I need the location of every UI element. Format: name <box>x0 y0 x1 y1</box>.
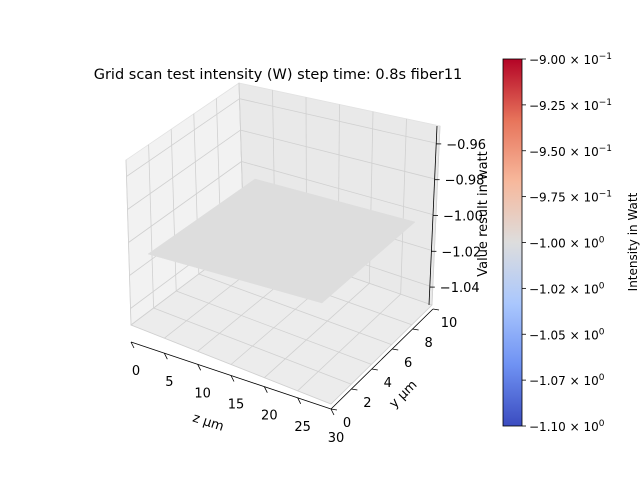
colorbar-label: Intensity in Watt <box>626 192 640 291</box>
x-tick-label: 15 <box>228 398 245 413</box>
colorbar: −9.00 × 10−1 −9.25 × 10−1 −9.50 × 10−1 −9.7… <box>502 52 640 434</box>
colorbar-tick-label: −9.00 × 10−1 <box>529 52 612 67</box>
colorbar-tick-label: −1.05 × 100 <box>529 327 605 342</box>
x-tick-mark <box>130 341 135 349</box>
x-axis-ticks: 0 5 10 15 20 25 30 <box>130 341 345 446</box>
x-tick-label: 20 <box>261 409 278 424</box>
grid-line <box>153 307 352 385</box>
grid-line <box>128 161 242 243</box>
grid-line <box>126 98 240 177</box>
y-tick-label: 10 <box>441 316 458 331</box>
colorbar-tick-label: −1.02 × 100 <box>529 281 605 296</box>
axes-3d <box>125 82 441 410</box>
z-axis-label: Value result in watt <box>476 151 491 277</box>
y-tick-mark <box>432 308 440 311</box>
x-tick-label: 0 <box>132 364 140 379</box>
grid-line <box>130 324 332 405</box>
grid-line <box>198 273 392 345</box>
grid-line <box>264 283 370 378</box>
z-tick-label: −1.00 <box>443 210 483 225</box>
y-axis-line <box>330 308 434 410</box>
y-tick-label: 4 <box>384 376 392 391</box>
x-axis-label: z µm <box>191 411 226 435</box>
z-tick-label: −1.02 <box>441 245 481 260</box>
grid-line <box>330 304 433 405</box>
grid-line <box>240 129 438 181</box>
grid-line <box>241 161 437 216</box>
y-tick-label: 8 <box>424 336 432 351</box>
colorbar-tick-label: −1.10 × 100 <box>529 419 605 434</box>
surface-plane <box>147 178 416 304</box>
y-tick-mark <box>392 348 399 351</box>
z-tick-label: −0.96 <box>446 138 486 153</box>
grid-line <box>297 293 401 392</box>
grid-line <box>176 290 372 365</box>
z-tick-label: −0.98 <box>445 174 485 189</box>
x-tick-label: 10 <box>194 386 211 401</box>
colorbar-tick-label: −9.50 × 10−1 <box>529 144 612 159</box>
x-tick-label: 25 <box>294 420 311 435</box>
y-tick-label: 6 <box>404 356 412 371</box>
y-tick-mark <box>330 408 338 411</box>
colorbar-tick-label: −9.25 × 10−1 <box>529 98 612 113</box>
chart-title: Grid scan test intensity (W) step time: … <box>94 67 463 83</box>
x-tick-mark <box>263 386 268 393</box>
colorbar-tick-label: −9.75 × 10−1 <box>529 190 612 205</box>
y-tick-mark <box>371 368 378 371</box>
x-tick-mark <box>197 364 202 371</box>
x-tick-mark <box>230 375 235 382</box>
grid-line <box>127 129 241 210</box>
colorbar-tick-label: −1.07 × 100 <box>529 373 605 388</box>
colorbar-gradient <box>502 58 523 427</box>
x-tick-mark <box>297 397 302 405</box>
y-tick-mark <box>412 328 419 331</box>
x-tick-label: 30 <box>328 431 345 446</box>
y-tick-label: 0 <box>343 416 351 431</box>
x-tick-label: 5 <box>165 375 173 390</box>
grid-line <box>239 98 440 145</box>
colorbar-ticks: −9.00 × 10−1 −9.25 × 10−1 −9.50 × 10−1 −9.7… <box>522 52 612 434</box>
y-tick-mark <box>351 388 358 391</box>
colorbar-tick-label: −1.00 × 100 <box>529 236 605 251</box>
x-tick-mark <box>163 352 168 360</box>
y-tick-label: 2 <box>363 396 371 411</box>
z-axis-ticks: −0.96 −0.98 −1.00 −1.02 −1.04 <box>429 138 486 296</box>
x-tick-mark <box>330 408 335 416</box>
z-tick-label: −1.04 <box>440 281 480 296</box>
